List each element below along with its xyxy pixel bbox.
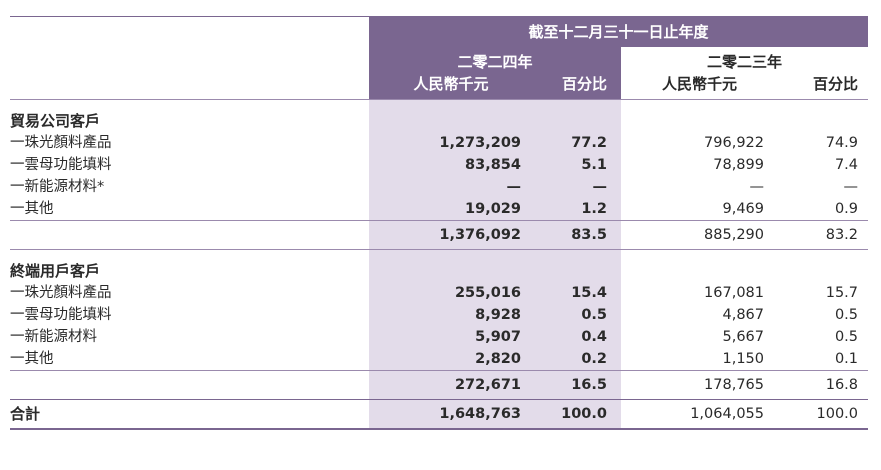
revenue-by-customer-table: 截至十二月三十一日止年度 二零二四年 二零二三年 人民幣千元 百分比 人民幣千元… — [10, 16, 869, 430]
row-label: 一雲母功能填料 — [10, 307, 112, 323]
section-title-row: 貿易公司客戶 — [10, 110, 868, 132]
total-pct-2023: 100.0 — [778, 399, 869, 430]
cell-rmb-2024: — — [369, 176, 533, 198]
row-label: 一珠光顏料產品 — [10, 285, 112, 301]
header-year-2024: 二零二四年 — [369, 47, 621, 73]
cell-rmb-2024: 255,016 — [369, 282, 533, 304]
subtotal-rmb-2023: 885,290 — [621, 220, 778, 250]
row-label: 一新能源材料* — [10, 179, 105, 195]
cell-pct-2024: 0.5 — [533, 304, 621, 326]
cell-pct-2024: 0.4 — [533, 326, 621, 348]
subtotal-pct-2024: 16.5 — [533, 370, 621, 400]
table-row: 一新能源材料 5,907 0.4 5,667 0.5 — [10, 326, 868, 348]
cell-rmb-2023: 78,899 — [713, 157, 764, 173]
header-unit-2023: 人民幣千元 — [621, 73, 778, 100]
cell-rmb-2024: 5,907 — [369, 326, 533, 348]
table-row: 一珠光顏料產品 255,016 15.4 167,081 15.7 — [10, 282, 868, 304]
header-banner: 截至十二月三十一日止年度 — [369, 16, 869, 47]
cell-rmb-2023: 1,150 — [722, 351, 764, 367]
cell-pct-2023: 0.1 — [834, 351, 859, 367]
table-row: 一新能源材料* — — — — — [10, 176, 868, 198]
subtotal-pct-2023: 83.2 — [778, 220, 869, 250]
total-rmb-2024: 1,648,763 — [369, 399, 533, 430]
cell-pct-2024: 77.2 — [533, 132, 621, 154]
header-year-2023: 二零二三年 — [621, 47, 869, 73]
total-pct-2024: 100.0 — [533, 399, 621, 430]
subtotal-row-end-user: 272,671 16.5 178,765 16.8 — [10, 370, 869, 400]
row-label: 一雲母功能填料 — [10, 157, 112, 173]
section-title-trade: 貿易公司客戶 — [10, 112, 101, 130]
cell-pct-2023: 7.4 — [834, 157, 859, 173]
cell-rmb-2024: 2,820 — [369, 348, 533, 371]
subtotal-rmb-2024: 272,671 — [369, 370, 533, 400]
row-label: 一珠光顏料產品 — [10, 135, 112, 151]
section-title-row: 終端用戶客戶 — [10, 260, 868, 282]
header-pct-2024: 百分比 — [533, 73, 621, 100]
cell-pct-2023: 0.5 — [834, 329, 859, 345]
cell-rmb-2024: 19,029 — [369, 198, 533, 221]
total-row: 合計 1,648,763 100.0 1,064,055 100.0 — [10, 399, 869, 430]
subtotal-rmb-2023: 178,765 — [621, 370, 778, 400]
table-row: 一珠光顏料產品 1,273,209 77.2 796,922 74.9 — [10, 132, 868, 154]
cell-pct-2023: 15.7 — [825, 285, 859, 301]
table-row: 一其他 19,029 1.2 9,469 0.9 — [10, 198, 868, 221]
row-label: 一其他 — [10, 198, 369, 221]
cell-pct-2024: — — [533, 176, 621, 198]
row-label: 一新能源材料 — [10, 329, 97, 345]
row-label: 一其他 — [10, 351, 54, 367]
cell-pct-2024: 1.2 — [533, 198, 621, 221]
cell-pct-2023: — — [843, 179, 859, 195]
table-row: 一其他 2,820 0.2 1,150 0.1 — [10, 348, 868, 371]
cell-rmb-2023: 9,469 — [722, 201, 764, 217]
revenue-table-container: 截至十二月三十一日止年度 二零二四年 二零二三年 人民幣千元 百分比 人民幣千元… — [10, 16, 869, 430]
cell-rmb-2024: 83,854 — [369, 154, 533, 176]
cell-rmb-2024: 8,928 — [369, 304, 533, 326]
subtotal-pct-2023: 16.8 — [778, 370, 869, 400]
total-rmb-2023: 1,064,055 — [621, 399, 778, 430]
total-label: 合計 — [10, 399, 369, 430]
cell-pct-2024: 5.1 — [533, 154, 621, 176]
header-unit-2024: 人民幣千元 — [369, 73, 533, 100]
cell-rmb-2024: 1,273,209 — [369, 132, 533, 154]
cell-rmb-2023: 167,081 — [704, 285, 764, 301]
header-row-years: 二零二四年 二零二三年 — [10, 47, 869, 73]
cell-rmb-2023: — — [749, 179, 765, 195]
cell-pct-2024: 15.4 — [533, 282, 621, 304]
cell-pct-2023: 0.5 — [834, 307, 859, 323]
header-row-banner: 截至十二月三十一日止年度 — [10, 16, 869, 47]
subtotal-rmb-2024: 1,376,092 — [369, 220, 533, 250]
subtotal-pct-2024: 83.5 — [533, 220, 621, 250]
cell-pct-2023: 74.9 — [825, 135, 859, 151]
cell-rmb-2023: 4,867 — [722, 307, 764, 323]
header-empty-cell — [10, 16, 369, 47]
cell-rmb-2023: 5,667 — [722, 329, 764, 345]
subtotal-row-trade: 1,376,092 83.5 885,290 83.2 — [10, 220, 869, 250]
table-row: 一雲母功能填料 8,928 0.5 4,867 0.5 — [10, 304, 868, 326]
section-title-end-user: 終端用戶客戶 — [10, 262, 101, 280]
cell-rmb-2023: 796,922 — [704, 135, 764, 151]
cell-pct-2024: 0.2 — [533, 348, 621, 371]
table-row: 一雲母功能填料 83,854 5.1 78,899 7.4 — [10, 154, 868, 176]
header-row-units: 人民幣千元 百分比 人民幣千元 百分比 — [10, 73, 869, 100]
header-pct-2023: 百分比 — [778, 73, 869, 100]
cell-pct-2023: 0.9 — [834, 201, 859, 217]
